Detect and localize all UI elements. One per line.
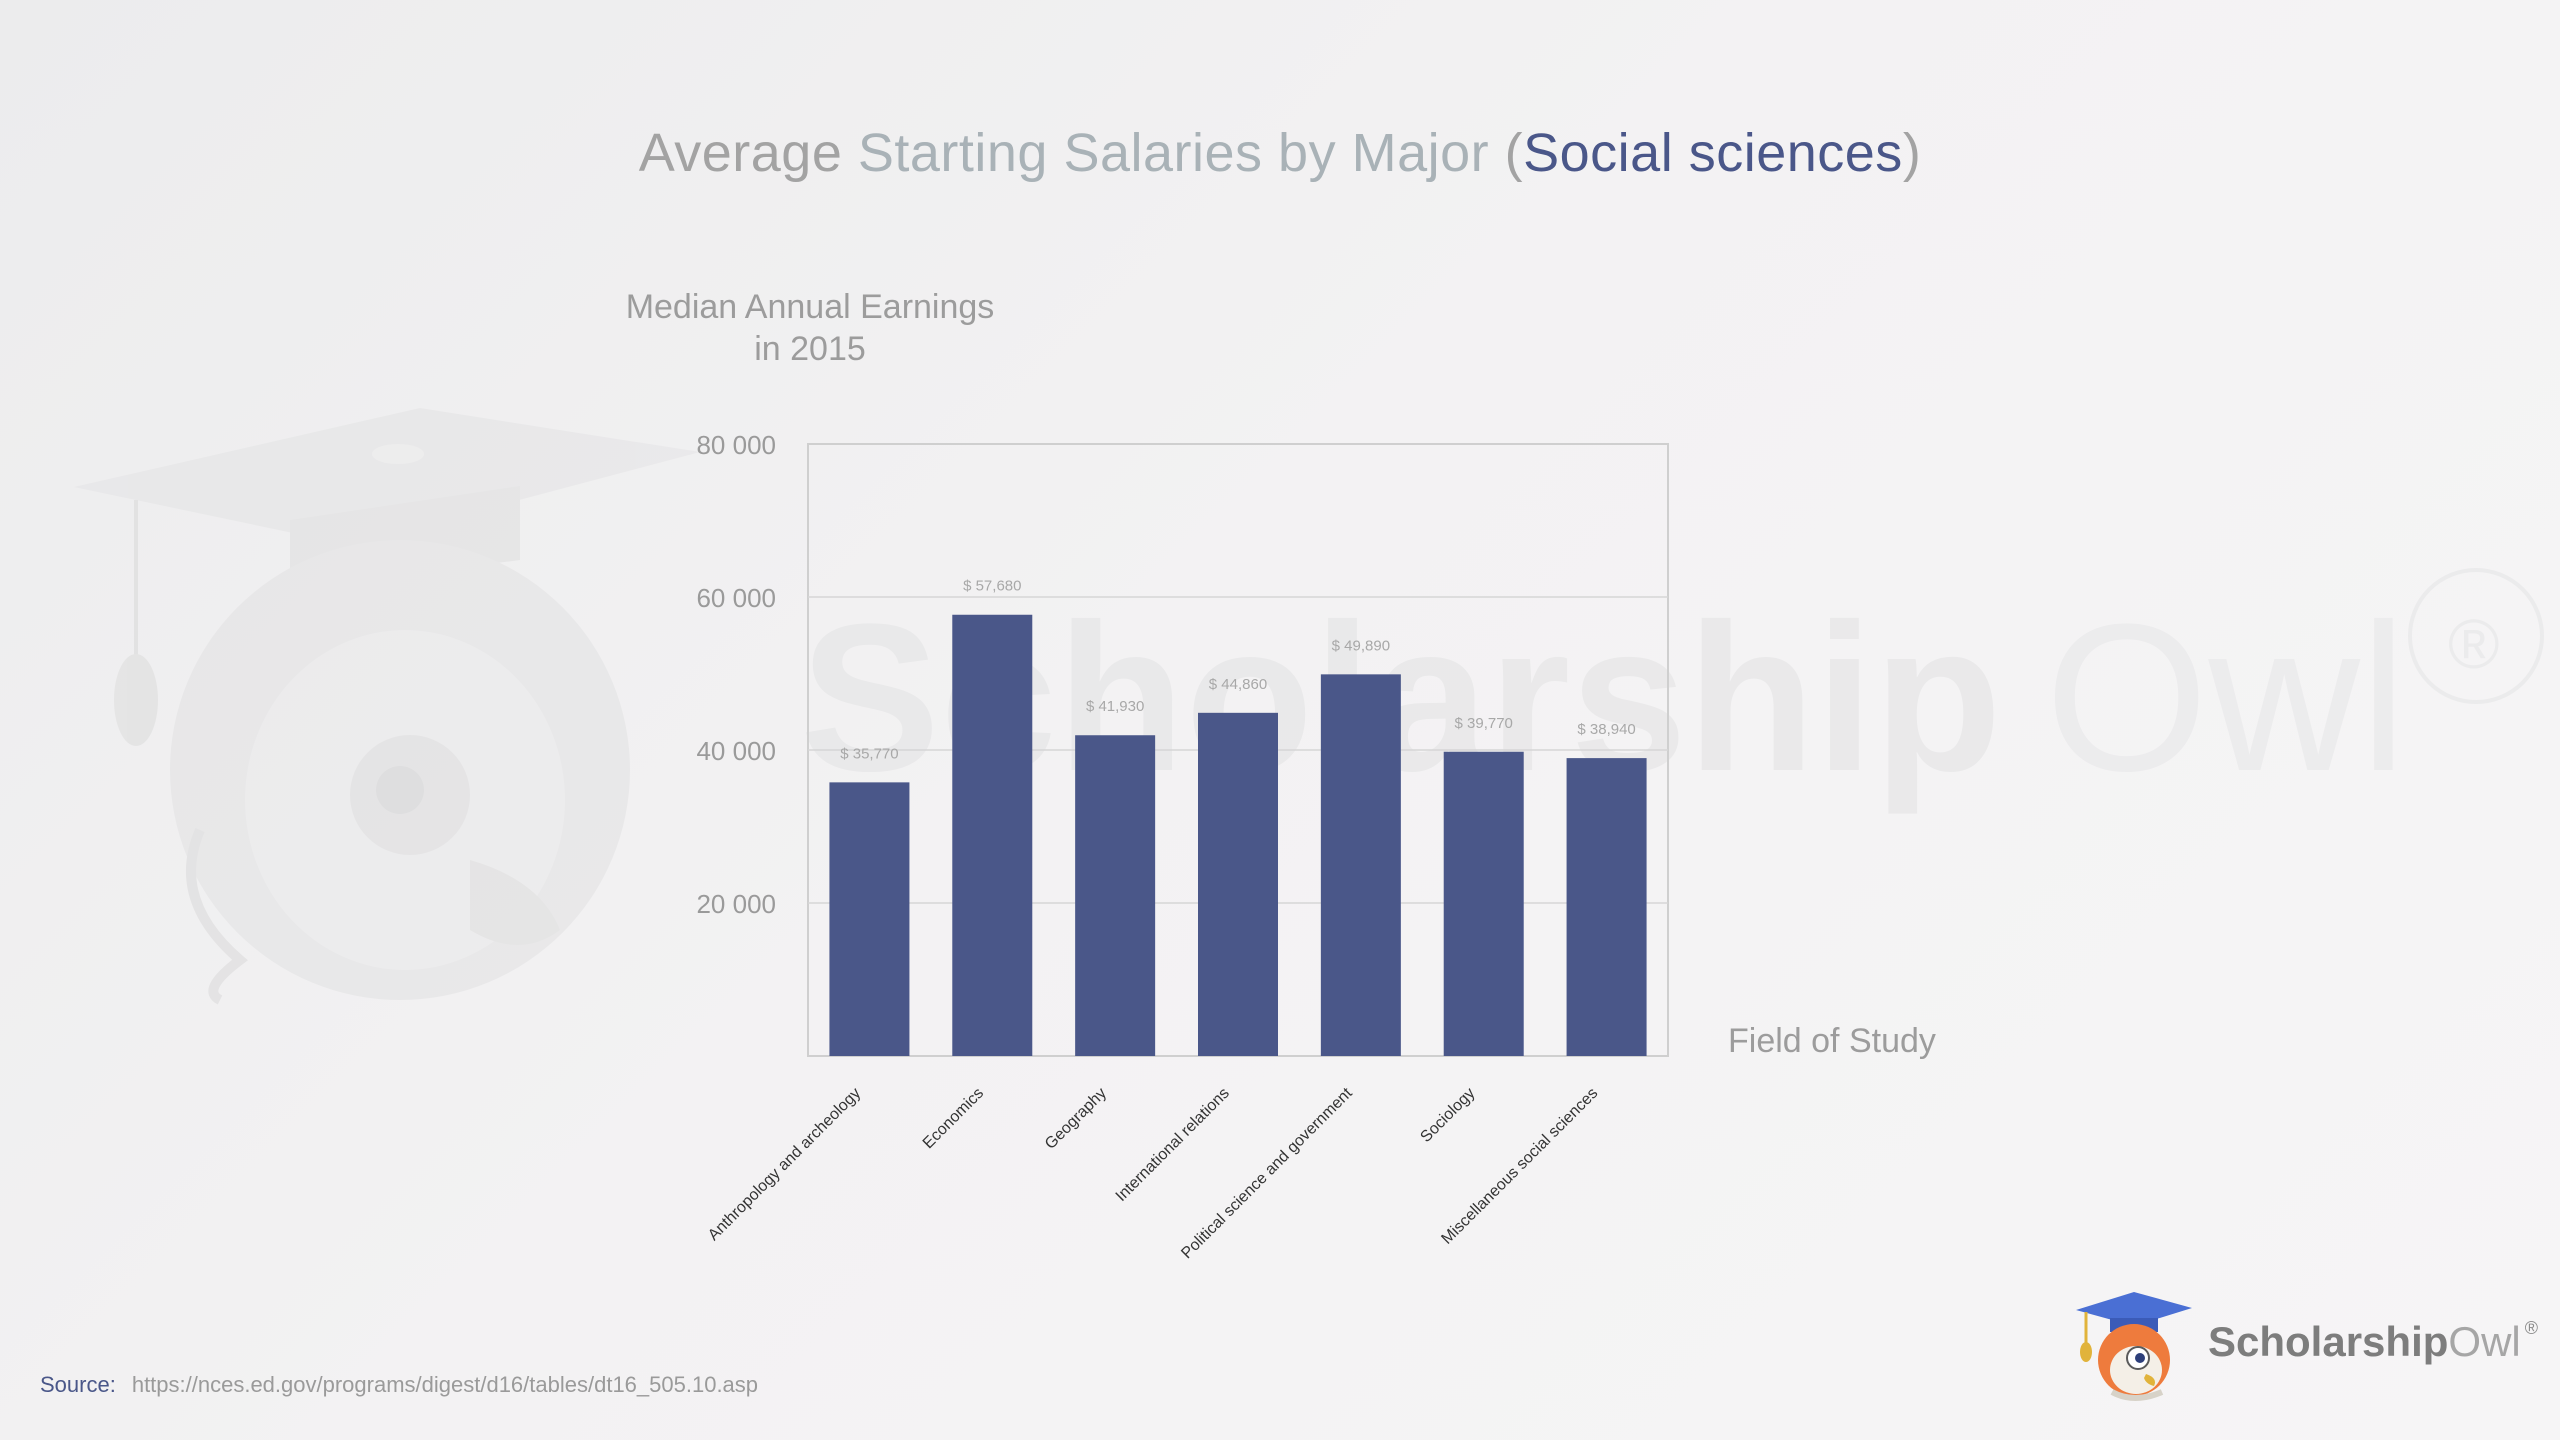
bar-value-label: $ 35,770 [840, 745, 898, 762]
source-label: Source: [40, 1372, 116, 1397]
bar-value-label: $ 49,890 [1332, 637, 1390, 654]
title-part-2: Starting Salaries by Major [857, 123, 1490, 183]
x-tick-label: International relations [1113, 1085, 1233, 1205]
owl-head-icon [170, 540, 630, 1005]
watermark-thin: Owl [2045, 580, 2407, 815]
y-axis-title-line-2: in 2015 [754, 330, 866, 368]
y-axis-title: Median Annual Earnings in 2015 [580, 286, 1040, 370]
y-tick-label: 60 000 [696, 583, 776, 613]
logo-bold: Scholarship [2208, 1318, 2449, 1365]
page-title: Average Starting Salaries by Major (Soci… [0, 122, 2560, 184]
title-part-4: Social sciences [1523, 123, 1903, 183]
x-axis-title: Field of Study [1728, 1022, 1936, 1060]
y-tick-label: 40 000 [696, 736, 776, 766]
owl-logo-icon [2076, 1292, 2192, 1401]
logo-wordmark: ScholarshipOwl ® [2208, 1318, 2538, 1366]
logo-thin: Owl [2448, 1318, 2521, 1365]
title-part-1: Average [638, 123, 858, 183]
x-tick-label: Economics [920, 1085, 987, 1152]
source-url: https://nces.ed.gov/programs/digest/d16/… [131, 1372, 759, 1397]
x-tick-label: Geography [1042, 1085, 1110, 1153]
title-part-5: ) [1902, 123, 1922, 183]
x-tick-label: Anthropology and archeology [705, 1085, 864, 1244]
bar [1320, 674, 1401, 1056]
bar-value-label: $ 44,860 [1209, 676, 1267, 693]
source-note: Source: https://nces.ed.gov/programs/dige… [40, 1372, 758, 1398]
bar [1075, 735, 1156, 1056]
brand-logo: ScholarshipOwl ® [2072, 1288, 2538, 1408]
logo-registered: ® [2524, 1318, 2539, 1338]
bar-value-label: $ 41,930 [1086, 698, 1144, 715]
bar-value-label: $ 38,940 [1577, 721, 1635, 738]
bar [952, 614, 1033, 1056]
title-part-3: ( [1489, 123, 1524, 183]
y-tick-label: 80 000 [696, 430, 776, 460]
y-tick-label: 20 000 [696, 889, 776, 919]
x-tick-label: Sociology [1417, 1085, 1478, 1146]
bar [829, 782, 910, 1056]
bar-value-label: $ 39,770 [1455, 715, 1513, 732]
y-axis-title-line-1: Median Annual Earnings [625, 288, 995, 326]
bar-value-label: $ 57,680 [963, 578, 1021, 595]
bar [1198, 712, 1278, 1056]
bar [1443, 751, 1524, 1056]
bar [1566, 758, 1647, 1056]
watermark-registered: ® [2448, 605, 2500, 683]
